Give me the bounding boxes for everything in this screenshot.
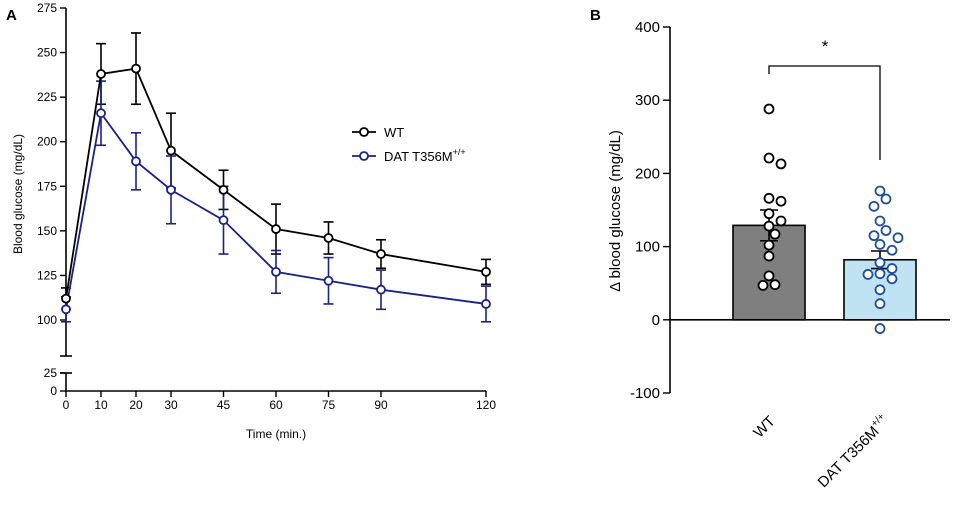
chart-a-point-s1 (323, 275, 334, 286)
chart-a-point-s1 (166, 184, 176, 195)
chart-a-point-s1 (481, 299, 491, 309)
chart-b-point-g0 (763, 220, 775, 232)
chart-a-x-tick-label: 0 (63, 398, 70, 412)
chart-a-y-tick-label: 125 (37, 268, 57, 282)
chart-a-point-s1 (218, 215, 229, 226)
chart-b-y-tick-label: -100 (630, 385, 660, 402)
chart-b-y-tick-label: 0 (652, 312, 660, 329)
chart-a-x-axis-label: Time (min.) (246, 427, 306, 441)
chart-a-point-s0 (96, 69, 106, 79)
legend-label-1: DAT T356M+/+ (384, 147, 466, 164)
chart-a-point-s1 (376, 284, 386, 295)
chart-a-y-tick-label: 225 (37, 90, 57, 104)
chart-a-y-tick-label: 25 (44, 366, 58, 380)
chart-a-y-tick-label: 275 (37, 1, 57, 15)
chart-b-y-axis-label: Δ blood glucose (mg/dL) (607, 130, 624, 292)
chart-b-point-g0 (775, 158, 787, 170)
chart-b-point-g0 (763, 152, 775, 164)
chart-b-point-g1 (862, 269, 874, 280)
chart-b-point-g1 (880, 225, 892, 236)
chart-a-point-s1 (271, 266, 281, 277)
chart-a-x-tick-label: 75 (322, 398, 336, 412)
chart-b-point-g0 (763, 270, 775, 282)
chart-b-point-g1 (880, 193, 892, 205)
chart-b-point-g1 (886, 273, 898, 285)
chart-a-x-tick-label: 120 (476, 398, 496, 412)
chart-b-point-g0 (775, 215, 787, 227)
chart-b-point-g1 (868, 230, 880, 242)
chart-a-point-s0 (271, 224, 281, 234)
chart-b-point-g1 (874, 284, 886, 296)
legend-label-0: WT (384, 125, 404, 140)
significance-star: * (822, 37, 829, 56)
chart-b-y-tick-label: 400 (635, 19, 660, 36)
chart-a-point-s0 (61, 293, 71, 304)
chart-b-y-tick-label: 200 (635, 165, 660, 182)
chart-b-y-tick-label: 100 (635, 239, 660, 256)
legend-marker-0 (359, 127, 369, 137)
chart-b-x-tick-label: WT (750, 413, 779, 442)
panel-b-label: B (590, 7, 601, 24)
significance-bracket (768, 65, 881, 160)
chart-b-point-g1 (886, 263, 898, 274)
chart-b-point-g1 (874, 298, 886, 310)
panel-a-label: A (6, 7, 17, 24)
chart-a-y-tick-label: 100 (37, 313, 57, 327)
legend-marker-1 (359, 151, 369, 161)
chart-a-x-tick-label: 20 (129, 398, 143, 412)
chart-a-timecourse: Blood glucose (mg/dL) Time (min.) 100125… (11, 1, 496, 441)
chart-b-point-g0 (769, 228, 781, 240)
chart-a-y-tick-label: 200 (37, 135, 57, 149)
chart-a-x-tick-label: 60 (269, 398, 283, 412)
chart-b-point-g1 (874, 257, 886, 269)
chart-a-y-axis-label: Blood glucose (mg/dL) (11, 134, 25, 254)
chart-b-x-tick-label: DAT T356M+/+ (813, 411, 893, 491)
chart-a-point-s0 (218, 184, 229, 195)
chart-a-point-s0 (131, 63, 141, 74)
chart-a-x-tick-label: 30 (164, 398, 178, 412)
chart-a-x-tick-label: 45 (217, 398, 231, 412)
chart-b-point-g1 (868, 200, 880, 212)
chart-b-point-g0 (775, 195, 787, 207)
chart-a-y-tick-label: 250 (37, 46, 57, 60)
chart-a-y-tick-label: 0 (50, 384, 57, 398)
chart-b-point-g0 (763, 192, 775, 204)
chart-a-point-s0 (166, 145, 176, 156)
chart-b-point-g1 (874, 323, 886, 334)
chart-b-point-g1 (874, 185, 886, 197)
chart-b-point-g1 (874, 239, 886, 250)
chart-b-point-g0 (763, 208, 775, 220)
chart-b-point-g1 (886, 244, 898, 256)
chart-b-point-g0 (757, 279, 769, 291)
chart-b-y-tick-label: 300 (635, 92, 660, 109)
chart-b-point-g0 (763, 250, 775, 262)
chart-a-point-s1 (131, 156, 141, 167)
chart-a-y-tick-label: 150 (37, 224, 57, 238)
chart-b-point-g0 (763, 103, 775, 115)
chart-a-point-s0 (481, 266, 491, 277)
chart-b-point-g0 (763, 239, 775, 251)
chart-a-point-s0 (376, 249, 386, 259)
chart-b-point-g1 (874, 268, 886, 280)
chart-a-point-s1 (96, 108, 106, 119)
chart-a-point-s0 (323, 233, 334, 243)
chart-a-y-tick-label: 175 (37, 179, 57, 193)
chart-b-point-g1 (874, 215, 886, 227)
chart-a-x-tick-label: 10 (94, 398, 108, 412)
chart-a-x-tick-label: 90 (374, 398, 388, 412)
chart-b-point-g0 (769, 279, 781, 291)
chart-a-point-s1 (61, 304, 71, 315)
chart-b-delta-glucose: Δ blood glucose (mg/dL) * -100 0 100 200 300… (607, 19, 950, 491)
chart-b-point-g1 (892, 232, 904, 244)
